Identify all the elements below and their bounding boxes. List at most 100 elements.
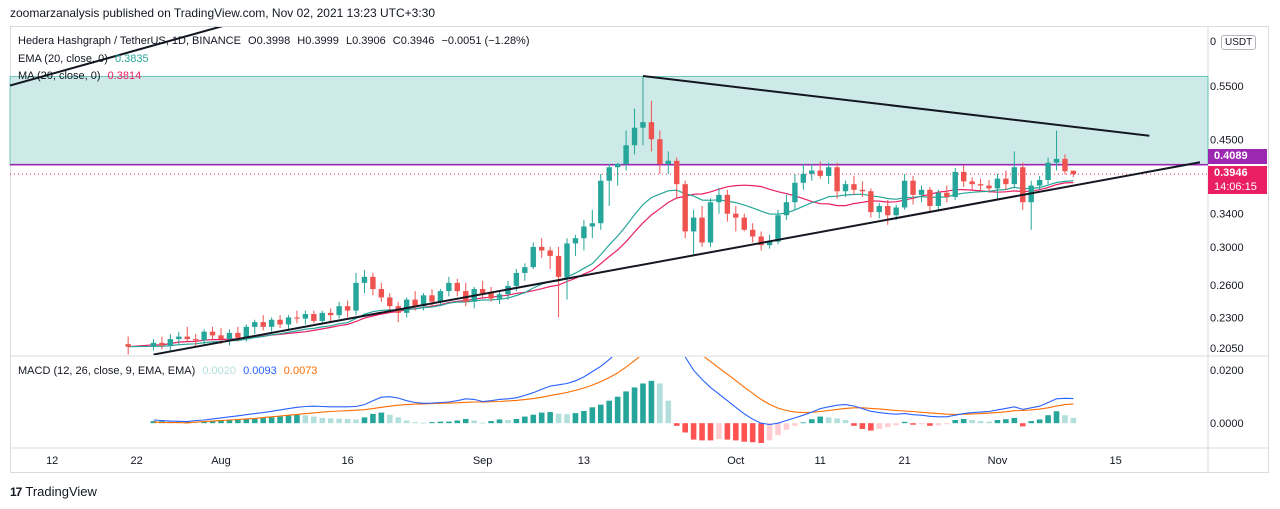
- candle-body: [775, 215, 781, 242]
- macd-histogram-bar: [893, 423, 899, 426]
- macd-line-value: 0.0093: [243, 365, 277, 377]
- macd-histogram-bar: [302, 415, 309, 424]
- macd-histogram-bar: [226, 419, 233, 424]
- candle-body: [935, 192, 942, 206]
- symbol-title[interactable]: Hedera Hashgraph / TetherUS, 1D, BINANCE: [18, 35, 241, 47]
- candle: [809, 163, 815, 181]
- candle: [758, 231, 764, 251]
- candle-body: [606, 167, 612, 181]
- candle: [167, 334, 174, 351]
- candle-body: [766, 241, 773, 246]
- time-tick-label: 11: [815, 455, 826, 467]
- candle-body: [674, 160, 680, 185]
- candle-body: [539, 246, 545, 251]
- candle: [344, 300, 351, 318]
- candle: [707, 198, 714, 247]
- candle-body: [437, 291, 444, 302]
- ohlc-close: C0.3946: [392, 35, 435, 47]
- macd-histogram-bar: [462, 418, 469, 424]
- ma-label: MA (20, close, 0): [18, 70, 101, 82]
- candle-body: [665, 160, 671, 164]
- macd-histogram-bar: [657, 383, 663, 424]
- macd-histogram-bar: [454, 420, 461, 424]
- candle-body: [252, 322, 258, 327]
- macd-histogram-bar: [783, 423, 790, 430]
- macd-histogram-bar: [471, 420, 477, 424]
- candle-body: [851, 184, 857, 190]
- macd-histogram-bar: [952, 420, 959, 424]
- macd-histogram-bar: [901, 421, 908, 424]
- candle-body: [361, 276, 368, 283]
- macd-line: [153, 357, 1074, 426]
- macd-histogram-bar: [572, 413, 579, 424]
- candle: [184, 326, 190, 342]
- candle-body: [589, 223, 596, 227]
- macd-histogram-bar: [960, 418, 967, 424]
- candle-body: [792, 182, 798, 203]
- candle-body: [825, 167, 832, 176]
- candle-body: [640, 122, 646, 128]
- candle-body: [1062, 158, 1068, 172]
- candle: [192, 334, 199, 347]
- macd-histogram-bar: [395, 417, 402, 424]
- candle-body: [614, 163, 621, 168]
- macd-histogram-bar: [716, 423, 722, 440]
- candle: [994, 173, 1001, 199]
- macd-histogram-bar: [944, 423, 950, 425]
- ema-legend[interactable]: EMA (20, close, 0) 0.3835: [18, 53, 153, 65]
- candle: [581, 220, 587, 251]
- candle: [885, 199, 891, 225]
- time-tick-label: Oct: [727, 455, 744, 467]
- macd-histogram-bar: [412, 422, 418, 424]
- candle-body: [809, 170, 815, 174]
- candle: [353, 272, 359, 316]
- candle-body: [952, 171, 958, 198]
- macd-legend[interactable]: MACD (12, 26, close, 9, EMA, EMA) 0.0020…: [18, 365, 321, 377]
- ma-legend[interactable]: MA (20, close, 0) 0.3814: [18, 70, 145, 82]
- candle: [488, 286, 494, 302]
- candle-body: [800, 173, 807, 183]
- macd-histogram-bar: [986, 421, 992, 424]
- candle-body: [986, 185, 992, 189]
- candle: [986, 179, 992, 193]
- last-price-value: 0.3946: [1214, 167, 1248, 179]
- macd-histogram-bar: [859, 423, 866, 429]
- candle-body: [522, 267, 528, 273]
- candle-body: [868, 191, 874, 213]
- chart-frame[interactable]: [10, 26, 1269, 473]
- macd-histogram-bar: [218, 420, 224, 424]
- candle: [783, 194, 790, 221]
- brand-name: TradingView: [25, 484, 97, 499]
- candle: [302, 310, 309, 325]
- macd-histogram-bar: [673, 423, 680, 426]
- candle: [859, 181, 866, 198]
- candle-body: [547, 250, 553, 256]
- candle: [1011, 151, 1018, 189]
- candle: [311, 310, 317, 324]
- price-tick-label: 0.2600: [1210, 280, 1244, 292]
- candle-body: [176, 336, 182, 340]
- currency-button[interactable]: USDT: [1221, 35, 1257, 50]
- candle: [454, 278, 461, 297]
- candle: [589, 209, 596, 239]
- candle-body: [150, 342, 157, 347]
- candle-body: [235, 332, 241, 338]
- macd-histogram-bar: [353, 419, 359, 424]
- macd-histogram-bar: [817, 416, 824, 424]
- macd-histogram-bar: [1028, 421, 1035, 424]
- candle-body: [1036, 179, 1043, 186]
- macd-histogram-bar: [251, 418, 258, 424]
- candle: [420, 293, 427, 311]
- macd-histogram-bar: [522, 416, 528, 424]
- candle-body: [454, 282, 461, 292]
- macd-histogram-bar: [344, 418, 351, 424]
- candle: [842, 180, 849, 198]
- candle: [268, 317, 275, 332]
- candle: [724, 189, 731, 222]
- macd-histogram-bar: [927, 423, 933, 426]
- candle-body: [277, 319, 283, 325]
- footer-brand[interactable]: 17 TradingView: [10, 484, 97, 499]
- candle-body: [598, 180, 604, 224]
- macd-histogram-bar: [808, 419, 815, 424]
